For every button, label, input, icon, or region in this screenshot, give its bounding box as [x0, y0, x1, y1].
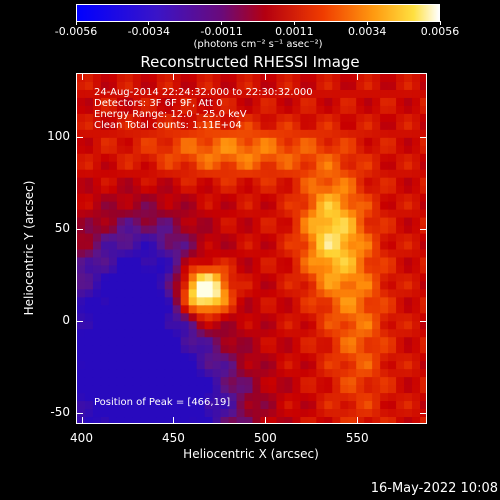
y-tick — [420, 137, 427, 139]
y-tick-label: -50 — [50, 404, 70, 419]
x-tick-label: 450 — [161, 431, 185, 445]
colorbar-tick — [366, 21, 368, 25]
colorbar-tick-label: 0.0011 — [275, 25, 314, 38]
x-tick — [81, 417, 83, 424]
y-tick — [76, 321, 83, 323]
info-detectors: Detectors: 3F 6F 9F, Att 0 — [94, 98, 223, 109]
y-tick-label: 50 — [54, 221, 70, 236]
footer-timestamp: 16-May-2022 10:08 — [370, 481, 498, 496]
y-tick — [420, 412, 427, 414]
y-tick — [76, 229, 83, 231]
x-tick — [265, 73, 267, 80]
x-tick — [357, 417, 359, 424]
y-tick — [420, 321, 427, 323]
image-canvas — [77, 74, 426, 423]
x-tick-label: 400 — [70, 431, 93, 445]
x-tick — [81, 73, 83, 80]
colorbar-tick-label: 0.0056 — [420, 25, 460, 38]
info-time: 24-Aug-2014 22:24:32.000 to 22:30:32.000 — [94, 87, 313, 98]
x-axis-label: Heliocentric X (arcsec) — [183, 447, 319, 461]
x-tick — [265, 417, 267, 424]
colorbar-tick-label: 0.0034 — [347, 25, 387, 38]
y-tick — [420, 229, 427, 231]
y-tick — [76, 137, 83, 139]
x-tick-label: 550 — [345, 431, 369, 445]
colorbar-tick — [293, 21, 295, 25]
colorbar-tick — [75, 21, 77, 25]
info-clean: Clean Total counts: 1.11E+04 — [94, 120, 242, 131]
y-tick — [76, 412, 83, 414]
info-peak: Position of Peak = [466,19] — [94, 397, 231, 408]
colorbar-tick-label: -0.0034 — [127, 25, 171, 38]
x-tick — [357, 73, 359, 80]
colorbar-tick-label: -0.0011 — [200, 25, 243, 38]
colorbar-tick — [148, 21, 150, 25]
info-energy: Energy Range: 12.0 - 25.0 keV — [94, 109, 247, 120]
colorbar-units: (photons cm⁻² s⁻¹ asec⁻²) — [193, 39, 323, 50]
plot-title: Reconstructed RHESSI Image — [140, 53, 360, 71]
x-tick-label: 500 — [253, 431, 277, 445]
y-tick-label: 0 — [62, 313, 70, 328]
colorbar — [76, 4, 440, 22]
colorbar-tick-label: -0.0056 — [54, 25, 98, 38]
colorbar-tick — [439, 21, 441, 25]
colorbar-tick — [221, 21, 223, 25]
x-tick — [173, 417, 175, 424]
y-axis-label: Heliocentric Y (arcsec) — [22, 180, 36, 316]
rhessi-image — [76, 73, 427, 424]
y-tick-label: 100 — [47, 129, 70, 144]
x-tick — [173, 73, 175, 80]
